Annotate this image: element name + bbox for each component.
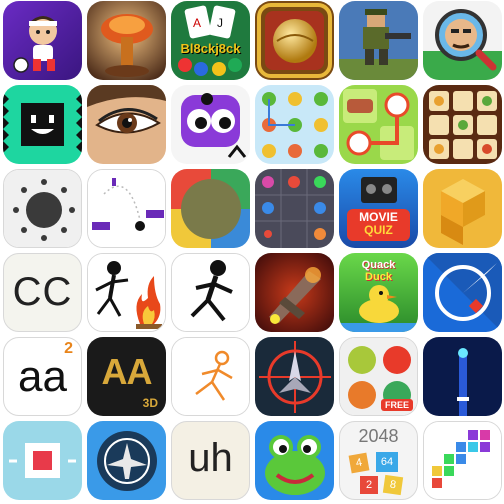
ball-grid-icon [255, 169, 334, 248]
game2048-tile-4: 8 [382, 474, 404, 496]
app-icon-bounce-ball[interactable] [87, 169, 166, 248]
game2048-tile-2: 64 [376, 452, 398, 472]
aa-letters-label: aa [18, 352, 67, 401]
app-icon-golden-ball[interactable] [255, 1, 334, 80]
app-icon-purple-eyes[interactable] [171, 85, 250, 164]
smiley-block-icon [3, 85, 82, 164]
golden-ball-icon [255, 1, 334, 80]
free-badge: FREE [380, 399, 413, 411]
app-icon-quack-duck[interactable]: Quack Duck [339, 253, 418, 332]
app-icon-aa-letters[interactable]: aa 2 [3, 337, 82, 416]
app-icon-smiley-block[interactable] [3, 85, 82, 164]
bounce-ball-icon [88, 170, 165, 247]
app-icon-food-tiles[interactable] [423, 85, 502, 164]
dark-tower-icon [423, 337, 502, 416]
app-icon-dot-sun[interactable] [3, 169, 82, 248]
svg-text:J: J [217, 16, 223, 30]
purple-eyes-icon [171, 85, 250, 164]
quack-line1: Quack [361, 259, 396, 271]
quack-line2: Duck [365, 271, 392, 283]
app-icon-crosshair-ship[interactable] [255, 337, 334, 416]
blackjack-title: Bl8ckj8ck [180, 41, 241, 56]
uh-label: uh [188, 436, 233, 480]
svg-text:A: A [193, 16, 201, 30]
app-icon-aa3d[interactable]: AA 3D [87, 337, 166, 416]
movie-quiz-line2: QUIZ [364, 223, 393, 237]
app-icon-blackjack[interactable]: A J Bl8ckj8ck [171, 1, 250, 80]
food-link-icon [339, 85, 418, 164]
app-icon-color-balls[interactable]: FREE [339, 337, 418, 416]
quack-duck-icon [339, 253, 418, 332]
movie-quiz-line1: MOVIE [359, 210, 398, 224]
app-icon-movie-quiz[interactable]: MOVIE QUIZ [339, 169, 418, 248]
app-icon-red-square[interactable] [3, 421, 82, 500]
pixel-soldier-icon [339, 1, 418, 80]
color-circle-icon [171, 169, 250, 248]
app-icon-line-runner[interactable] [171, 337, 250, 416]
app-icon-animal-connect[interactable] [255, 85, 334, 164]
app-icon-color-circle[interactable] [171, 169, 250, 248]
app-icon-compass-arrow[interactable] [423, 253, 502, 332]
app-icon-grid: A J Bl8ckj8ck [3, 1, 502, 503]
block-puzzle-icon [424, 422, 501, 499]
app-icon-block-puzzle[interactable] [423, 421, 502, 500]
orange-cubes-icon [423, 169, 502, 248]
app-icon-airplane-radar[interactable] [87, 421, 166, 500]
magnifier-face-icon [423, 1, 502, 80]
mushroom-cloud-icon [87, 1, 166, 80]
app-icon-cc[interactable]: CC [3, 253, 82, 332]
app-icon-magnifier-face[interactable] [423, 1, 502, 80]
app-icon-pixel-soldier[interactable] [339, 1, 418, 80]
game2048-title: 2048 [358, 426, 399, 446]
eye-closeup-icon [87, 85, 166, 164]
app-icon-uh[interactable]: uh [171, 421, 250, 500]
blackjack-icon: A J [171, 1, 250, 80]
app-icon-frog[interactable] [255, 421, 334, 500]
animal-connect-icon [255, 85, 334, 164]
app-icon-space-fighter[interactable] [255, 253, 334, 332]
app-icon-mushroom-cloud[interactable] [87, 1, 166, 80]
compass-arrow-icon [423, 253, 502, 332]
movie-quiz-icon [339, 169, 418, 248]
dot-sun-icon [4, 170, 81, 247]
app-icon-stickman-run[interactable] [171, 253, 250, 332]
game2048-tile-3: 2 [360, 476, 378, 494]
line-runner-icon [172, 338, 249, 415]
food-tiles-icon [423, 85, 502, 164]
aa-letters-badge: 2 [64, 340, 73, 357]
app-icon-orange-cubes[interactable] [423, 169, 502, 248]
crosshair-ship-icon [255, 337, 334, 416]
app-icon-eye-closeup[interactable] [87, 85, 166, 164]
cc-label: CC [12, 270, 73, 314]
red-square-icon [3, 421, 82, 500]
app-icon-2048[interactable]: 2048 4 64 2 8 [339, 421, 418, 500]
app-icon-food-link[interactable] [339, 85, 418, 164]
frog-icon [255, 421, 334, 500]
airplane-radar-icon [87, 421, 166, 500]
aa3d-label: AA [101, 351, 153, 392]
stickman-fire-icon [88, 254, 165, 331]
aa3d-sub: 3D [142, 396, 158, 410]
game2048-tile-1: 4 [348, 452, 370, 474]
soccer-kid-icon [3, 1, 82, 80]
app-icon-dark-tower[interactable] [423, 337, 502, 416]
app-icon-ball-grid[interactable] [255, 169, 334, 248]
app-icon-stickman-fire[interactable] [87, 253, 166, 332]
space-fighter-icon [255, 253, 334, 332]
app-icon-soccer-kid[interactable] [3, 1, 82, 80]
stickman-run-icon [172, 254, 249, 331]
